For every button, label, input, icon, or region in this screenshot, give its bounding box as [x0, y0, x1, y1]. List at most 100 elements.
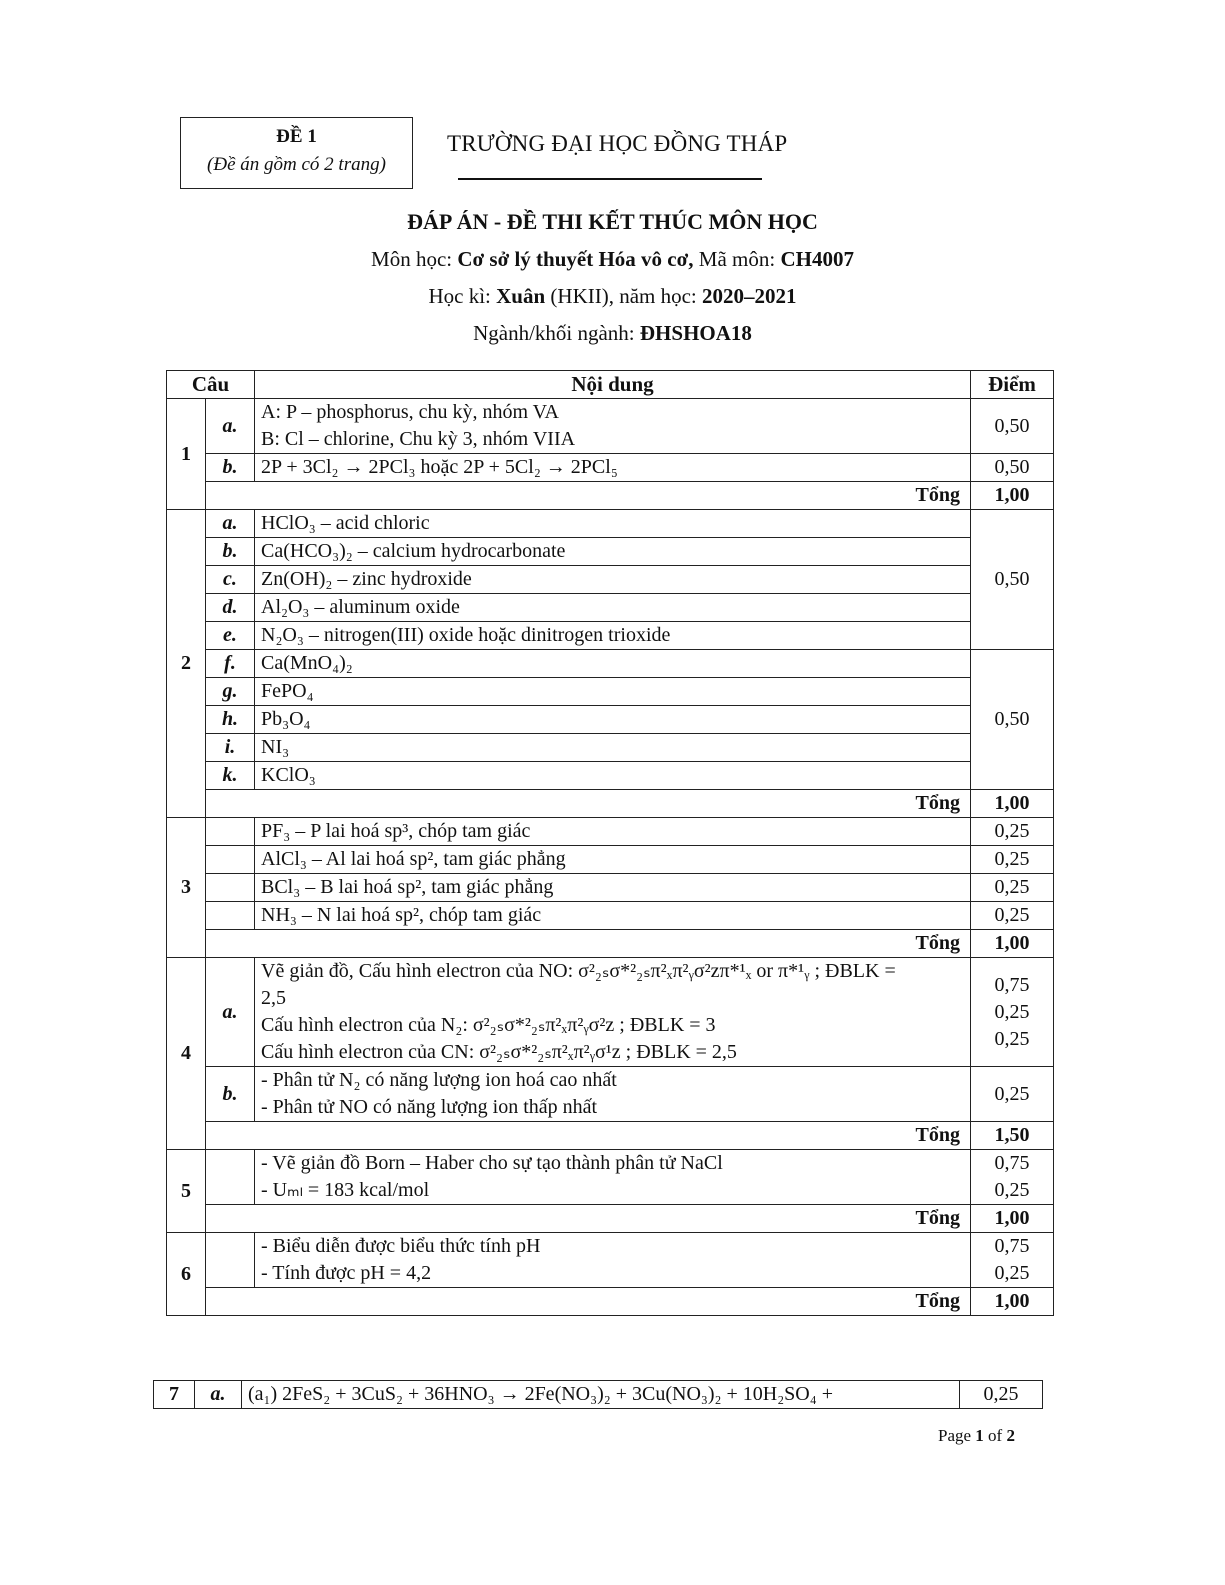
table-row: BCl₃ – B lai hoá sp², tam giác phẳng 0,25 [167, 873, 1054, 902]
part-label [205, 901, 255, 930]
table-row: b. - Phân tử N₂ có năng lượng ion hoá cao… [167, 1066, 1054, 1122]
content-line: Vẽ giản đồ, Cấu hình electron của NO: σ²… [261, 960, 896, 982]
table-row: AlCl₃ – Al lai hoá sp², tam giác phẳng 0,… [167, 845, 1054, 874]
part-content: PF₃ – P lai hoá sp³, chóp tam giác [254, 817, 971, 846]
major: ĐHSHOA18 [639, 321, 752, 345]
content-line: NH₃ – N lai hoá sp², chóp tam giác [261, 904, 542, 926]
page-label: Page [938, 1426, 976, 1445]
part-score: 0,25 [970, 817, 1054, 846]
table-row: g. FePO₄ [167, 677, 1054, 706]
part-label: a. [205, 509, 255, 538]
content-line: Al₂O₃ – aluminum oxide [261, 596, 460, 618]
part-label [205, 817, 255, 846]
content-line: HClO₃ – acid chloric [261, 512, 430, 534]
score-value: 0,50 [994, 568, 1030, 590]
part-content: KClO₃ [254, 761, 971, 790]
total-score: 1,00 [970, 789, 1054, 818]
part-label: e. [205, 621, 255, 650]
table-row: c. Zn(OH)₂ – zinc hydroxide [167, 565, 1054, 594]
question-number: 5 [166, 1149, 206, 1233]
part-label: i. [205, 733, 255, 762]
score-value: 0,75 [994, 1152, 1030, 1174]
table-row: 2 a. HClO₃ – acid chloric 0,50 [166, 509, 1054, 818]
content-line: - Tính được pH = 4,2 [261, 1262, 432, 1284]
score-value: 0,25 [994, 876, 1030, 898]
score-value: 0,25 [994, 1027, 1030, 1050]
table-row: NH₃ – N lai hoá sp², chóp tam giác 0,25 [167, 901, 1054, 930]
term-label: Học kì: [428, 284, 497, 308]
total-label: Tổng [205, 789, 971, 818]
content-line: - Phân tử NO có năng lượng ion thấp nhất [261, 1096, 598, 1118]
question-number: 3 [166, 817, 206, 958]
part-score: 0,50 [970, 649, 1054, 790]
table-header-row: Câu Nội dung Điểm [166, 370, 1054, 399]
total-score: 1,00 [970, 929, 1054, 958]
part-content: Vẽ giản đồ, Cấu hình electron của NO: σ²… [254, 957, 971, 1067]
subject-line: Môn học: Cơ sở lý thuyết Hóa vô cơ, Mã m… [0, 247, 1225, 272]
subject-code: CH4007 [780, 247, 854, 271]
total-label: Tổng [205, 1287, 971, 1316]
exam-code: ĐỀ 1 [276, 126, 317, 147]
table-row: b. Ca(HCO₃)₂ – calcium hydrocarbonate [167, 537, 1054, 566]
table-row: b. 2P + 3Cl₂ → 2PCl₃ hoặc 2P + 5Cl₂ → 2PC… [167, 453, 1054, 482]
part-content: Al₂O₃ – aluminum oxide [254, 593, 971, 622]
question-number: 7 [153, 1380, 195, 1409]
part-label: h. [205, 705, 255, 734]
part-label: b. [205, 1066, 255, 1122]
table-row: 1 a. A: P – phosphorus, chu kỳ, nhóm VA B: … [166, 398, 1054, 510]
header-diem: Điểm [970, 370, 1054, 399]
content-line: PF₃ – P lai hoá sp³, chóp tam giác [261, 820, 531, 842]
total-score: 1,00 [970, 1287, 1054, 1316]
part-score: 0,75 0,25 [970, 1232, 1054, 1288]
year-label: (HKII), năm học: [545, 284, 703, 308]
content-line: Ca(MnO₄)₂ [261, 652, 353, 674]
part-content: NI₃ [254, 733, 971, 762]
score-value: 0,50 [994, 414, 1030, 437]
page-title: ĐÁP ÁN - ĐỀ THI KẾT THÚC MÔN HỌC [407, 209, 818, 234]
total-label: Tổng [205, 929, 971, 958]
table-row: k. KClO₃ [167, 761, 1054, 790]
part-score: 0,25 [970, 873, 1054, 902]
part-label: a. [205, 957, 255, 1067]
part-content: NH₃ – N lai hoá sp², chóp tam giác [254, 901, 971, 930]
divider [458, 178, 762, 180]
total-row: Tổng 1,50 [167, 1121, 1054, 1150]
part-content: A: P – phosphorus, chu kỳ, nhóm VA B: Cl … [254, 398, 971, 454]
part-content: N₂O₃ – nitrogen(III) oxide hoặc dinitrog… [254, 621, 971, 650]
part-score: 0,50 [970, 398, 1054, 454]
part-content: Ca(HCO₃)₂ – calcium hydrocarbonate [254, 537, 971, 566]
total-row: Tổng 1,00 [167, 789, 1054, 818]
part-content: FePO₄ [254, 677, 971, 706]
part-label: k. [205, 761, 255, 790]
page-footer: Page 1 of 2 [938, 1426, 1015, 1446]
table-row: 4 a. Vẽ giản đồ, Cấu hình electron của NO:… [166, 957, 1054, 1150]
part-content: - Vẽ giản đồ Born – Haber cho sự tạo thà… [254, 1149, 971, 1205]
part-label [205, 1232, 255, 1288]
content-line: - Vẽ giản đồ Born – Haber cho sự tạo thà… [261, 1152, 723, 1174]
content-line: Cấu hình electron của N₂: σ²₂ₛσ*²₂ₛπ²ₓπ²… [261, 1014, 716, 1036]
part-score: 0,75 0,25 0,25 [970, 957, 1054, 1067]
part-content: - Phân tử N₂ có năng lượng ion hoá cao n… [254, 1066, 971, 1122]
content-line: A: P – phosphorus, chu kỳ, nhóm VA [261, 401, 559, 423]
total-row: Tổng 1,00 [167, 929, 1054, 958]
part-label: d. [205, 593, 255, 622]
part-content: AlCl₃ – Al lai hoá sp², tam giác phẳng [254, 845, 971, 874]
page-number: 1 [975, 1426, 984, 1445]
table-row: 6 - Biểu diễn được biểu thức tính pH - Tín… [166, 1232, 1054, 1316]
content-line: - Biểu diễn được biểu thức tính pH [261, 1235, 541, 1257]
score-value: 0,25 [994, 848, 1030, 870]
header-noi-dung: Nội dung [254, 370, 971, 399]
part-label: b. [205, 453, 255, 482]
score-value: 0,25 [994, 1000, 1030, 1023]
major-label: Ngành/khối ngành: [473, 321, 640, 345]
code-label: Mã môn: [693, 247, 781, 271]
question-number: 2 [166, 509, 206, 818]
part-content: Pb₃O₄ [254, 705, 971, 734]
part-content: 2P + 3Cl₂ → 2PCl₃ hoặc 2P + 5Cl₂ → 2PCl₅ [254, 453, 971, 482]
term-line: Học kì: Xuân (HKII), năm học: 2020–2021 [0, 284, 1225, 309]
total-score: 1,50 [970, 1121, 1054, 1150]
major-line: Ngành/khối ngành: ĐHSHOA18 [0, 321, 1225, 346]
content-line: BCl₃ – B lai hoá sp², tam giác phẳng [261, 876, 554, 898]
header-cau: Câu [166, 370, 255, 399]
